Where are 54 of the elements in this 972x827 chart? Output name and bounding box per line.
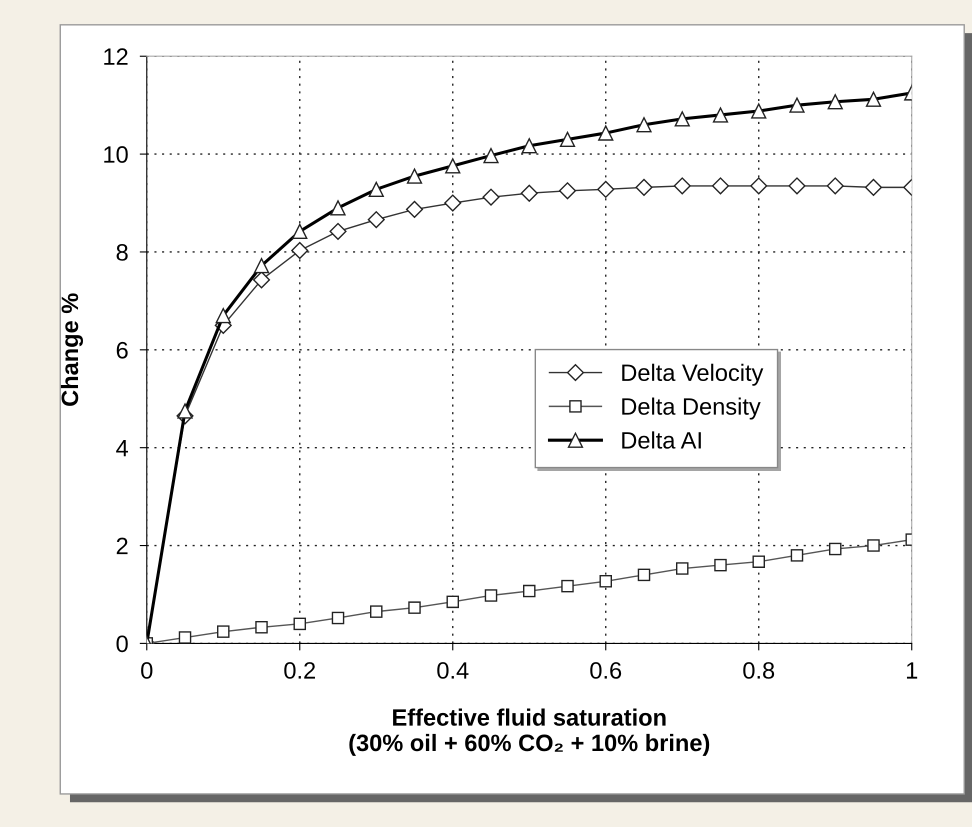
point [445,158,460,174]
point [330,200,346,216]
legend-label: Delta AI [622,431,701,449]
x-tick-label: 0 [141,662,152,679]
x-tick-label: 0.6 [590,662,622,679]
point [788,177,806,194]
point [750,177,768,194]
point [368,211,385,228]
x-tick-label: 0.2 [284,662,315,679]
point [866,92,882,107]
y-tick-label: 6 [116,342,128,359]
point [712,107,728,123]
point [712,177,730,194]
point [252,271,270,288]
point [368,182,384,197]
point [216,308,231,324]
y-tick-label: 0 [116,635,128,652]
x-tick-label: 1 [906,662,918,679]
point [482,188,500,206]
point [635,178,653,196]
point [520,184,538,202]
y-tick-label: 12 [104,48,128,65]
y-axis-title: Change % [60,293,84,406]
point [444,194,462,212]
point [406,168,422,184]
y-tick-label: 10 [104,146,128,163]
legend-label: Delta Density [622,398,761,420]
x-tick-label: 0.4 [437,662,468,679]
point [864,178,882,196]
y-tick-label: 4 [116,440,128,456]
point [674,177,691,194]
point [291,242,308,260]
point [826,177,844,194]
y-tick-label: 8 [116,244,128,261]
x-tick-label: 0.8 [743,662,774,679]
point [598,125,614,141]
legend-label: Delta Velocity [622,364,764,386]
point [558,182,576,200]
point [828,94,843,110]
point [522,138,537,154]
point [597,180,614,198]
point [789,98,805,113]
point [751,103,766,119]
point [406,200,424,218]
point [674,111,690,127]
point [483,148,499,164]
x-axis-title: Effective fluid saturation (30% oil + 60% CO₂ + 10% brine) [349,708,710,756]
point [329,222,347,240]
point [560,132,576,148]
point [254,258,270,274]
point [177,403,193,419]
point [636,117,652,132]
point [292,224,308,240]
y-tick-label: 2 [116,538,128,554]
